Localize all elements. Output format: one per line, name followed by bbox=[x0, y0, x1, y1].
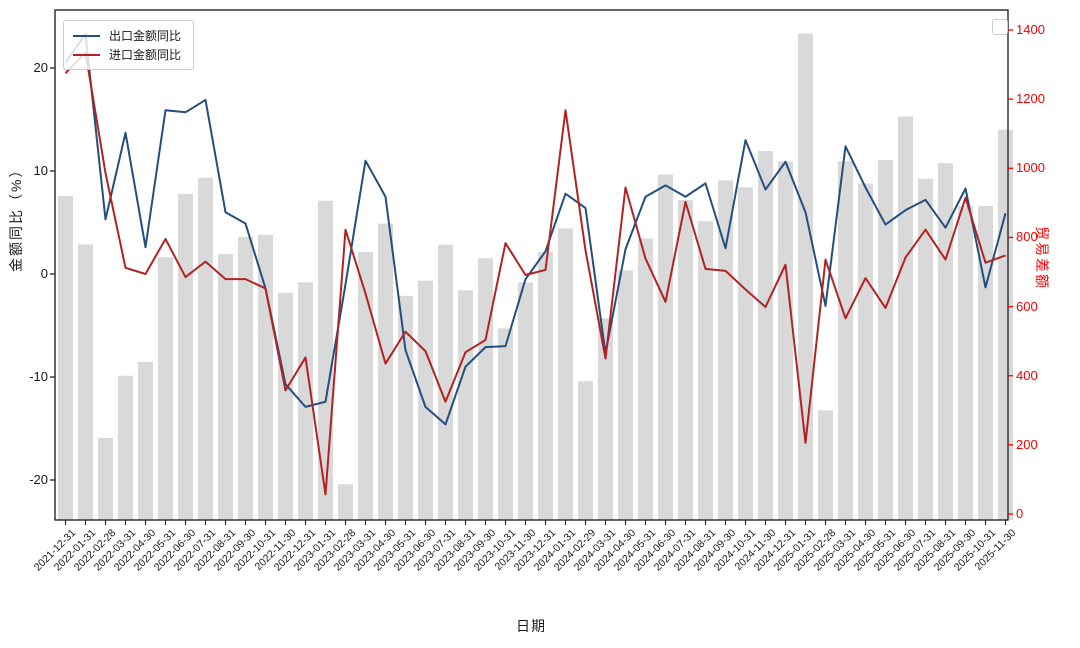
trade-balance-bar bbox=[418, 280, 433, 520]
left-tick-label: -20 bbox=[29, 472, 48, 487]
export-yoy-line bbox=[64, 33, 1007, 426]
import-yoy-line bbox=[64, 51, 1006, 496]
trade-balance-bar bbox=[438, 244, 453, 520]
trade-balance-bar bbox=[618, 270, 633, 520]
trade-balance-bar bbox=[858, 183, 873, 520]
trade-balance-bar bbox=[598, 318, 613, 520]
trade-balance-bar bbox=[238, 236, 253, 520]
trade-balance-bar bbox=[698, 221, 713, 521]
legend[interactable]: 出口金额同比 进口金额同比 bbox=[63, 20, 195, 70]
trade-balance-bar bbox=[798, 33, 813, 521]
trade-balance-bar bbox=[918, 178, 933, 520]
trade-balance-bar bbox=[998, 129, 1013, 520]
trade-balance-bar bbox=[158, 257, 173, 520]
right-tick-label: 1400 bbox=[1016, 22, 1045, 38]
trade-balance-bar bbox=[898, 116, 913, 520]
trade-balance-bar bbox=[738, 187, 753, 520]
right-tick-label: 200 bbox=[1016, 436, 1038, 452]
trade-balance-bar bbox=[58, 195, 73, 520]
import-line-swatch bbox=[73, 53, 100, 56]
trade-balance-bar bbox=[198, 177, 213, 520]
left-tick-label: -10 bbox=[29, 369, 48, 384]
right-tick-label: 1000 bbox=[1016, 160, 1045, 176]
trade-balance-bar bbox=[718, 180, 733, 520]
trade-balance-bar bbox=[118, 375, 133, 520]
left-axis-title: 金额同比（%） bbox=[8, 161, 24, 272]
trade-balance-bar bbox=[398, 295, 413, 520]
trade-balance-bar bbox=[658, 174, 673, 521]
trade-balance-bar bbox=[638, 238, 653, 520]
trade-balance-bar bbox=[558, 228, 573, 521]
trade-balance-bar bbox=[678, 200, 693, 520]
trade-balance-bar bbox=[138, 361, 153, 520]
trade-balance-bar bbox=[978, 205, 993, 520]
legend-label-import: 进口金额同比 bbox=[109, 48, 182, 62]
trade-balance-bar bbox=[458, 290, 473, 520]
right-tick-label: 400 bbox=[1016, 367, 1038, 383]
trade-balance-bar bbox=[338, 484, 353, 520]
trade-balance-bar bbox=[518, 282, 533, 520]
trade-balance-bar bbox=[358, 251, 373, 520]
plot-frame bbox=[54, 9, 1009, 521]
export-line-swatch bbox=[73, 34, 100, 37]
trade-balance-bar bbox=[78, 244, 93, 520]
trade-balance-bar bbox=[258, 234, 273, 521]
trade-balance-bar bbox=[378, 223, 393, 520]
legend-entry-import: 进口金额同比 bbox=[73, 45, 181, 64]
right-tick-label: 0 bbox=[1016, 506, 1024, 521]
right-tick-label: 600 bbox=[1016, 298, 1038, 314]
trade-balance-bar bbox=[178, 193, 193, 520]
trade-balance-bar bbox=[498, 328, 513, 520]
legend-entry-export: 出口金额同比 bbox=[73, 26, 181, 45]
trade-balance-bar bbox=[958, 205, 973, 520]
trade-balance-bar bbox=[318, 200, 333, 520]
right-axis-title: 贸易差额 bbox=[1034, 226, 1050, 290]
right-tick-label: 1200 bbox=[1016, 91, 1045, 107]
trade-balance-bar bbox=[478, 258, 493, 520]
left-tick-label: 0 bbox=[40, 266, 48, 281]
secondary-legend-empty-box bbox=[992, 19, 1008, 35]
trade-balance-bar bbox=[578, 381, 593, 520]
legend-label-export: 出口金额同比 bbox=[109, 29, 182, 43]
trade-balance-bar bbox=[818, 410, 833, 520]
trade-balance-bar bbox=[758, 151, 773, 520]
trade-balance-bar bbox=[838, 161, 853, 521]
trade-balance-bar bbox=[278, 292, 293, 520]
trade-balance-bar bbox=[538, 251, 553, 520]
trade-balance-bar bbox=[218, 254, 233, 520]
trade-balance-bar bbox=[878, 160, 893, 520]
left-tick-label: 20 bbox=[33, 60, 48, 75]
right-tick-label: 800 bbox=[1016, 229, 1038, 245]
x-axis-title: 日期 bbox=[516, 618, 546, 634]
trade-balance-bar bbox=[298, 282, 313, 520]
trade-balance-bar bbox=[778, 161, 793, 521]
left-tick-label: 10 bbox=[33, 163, 48, 178]
trade-balance-bar bbox=[98, 437, 113, 520]
